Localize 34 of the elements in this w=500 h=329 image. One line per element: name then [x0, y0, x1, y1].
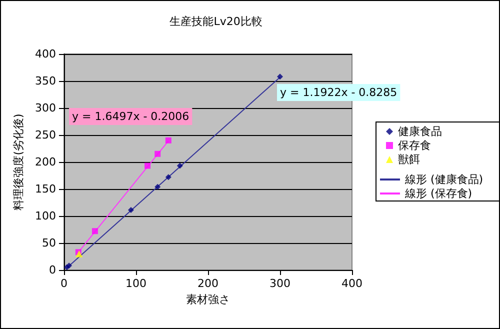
point — [277, 74, 283, 80]
annotation: y = 1.6497x - 0.2006 — [72, 110, 190, 123]
y-tick-label: 250 — [35, 128, 56, 142]
y-tick-label: 350 — [35, 74, 56, 88]
legend-label: 健康食品 — [398, 125, 442, 138]
y-tick-label: 0 — [49, 264, 56, 276]
point — [66, 262, 72, 269]
point — [154, 150, 161, 157]
x-tick-label: 400 — [342, 277, 362, 290]
chart-title: 生産技能Lv20比較 — [170, 15, 262, 28]
point — [154, 184, 161, 190]
annotation: y = 1.1922x - 0.8285 — [280, 86, 398, 99]
legend-label: 保存食 — [398, 139, 431, 152]
point — [128, 207, 134, 214]
point — [176, 162, 183, 169]
x-tick-label: 200 — [198, 277, 218, 290]
point — [92, 228, 98, 234]
y-tick-label: 50 — [42, 236, 56, 250]
y-tick-label: 200 — [35, 156, 56, 168]
y-axis-title: 料理後強度(劣化後) — [12, 114, 26, 210]
legend-label: 獣餌 — [398, 153, 420, 166]
x-tick-label: 0 — [60, 277, 68, 290]
point — [165, 137, 172, 144]
y-tick-label: 150 — [35, 182, 56, 196]
point — [165, 174, 172, 180]
y-tick-label: 100 — [35, 210, 56, 222]
point — [144, 162, 151, 169]
legend-label: 線形 (健康食品) — [404, 173, 484, 186]
x-axis-title: 素材強さ — [186, 293, 230, 306]
y-tick-label: 300 — [35, 102, 56, 114]
x-tick-label: 100 — [126, 277, 146, 290]
legend-label: 線形 (保存食) — [404, 187, 472, 200]
y-tick-label: 400 — [35, 48, 56, 60]
x-tick-label: 300 — [270, 277, 290, 290]
